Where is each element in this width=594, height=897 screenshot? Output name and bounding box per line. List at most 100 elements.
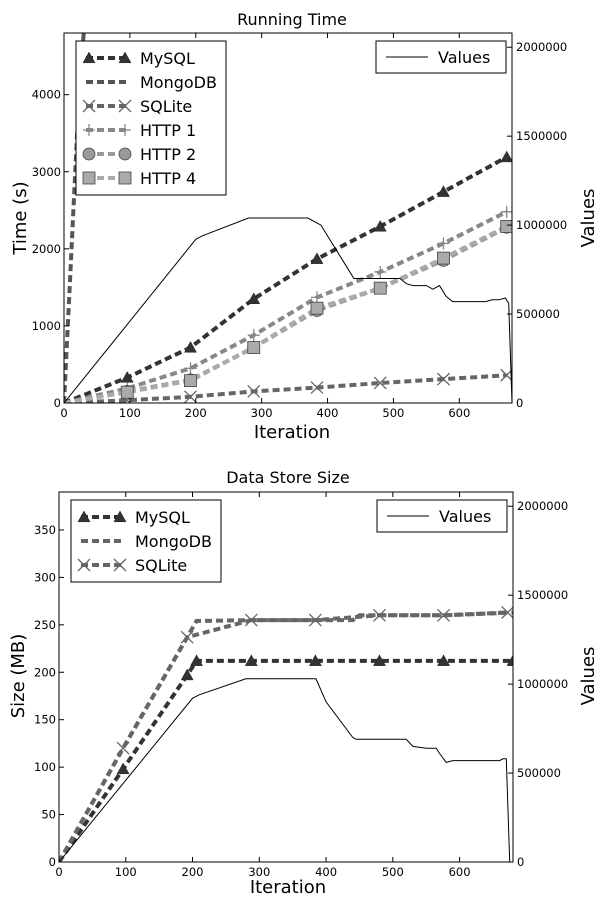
y-tick-label: 100 <box>34 760 56 774</box>
y-tick-label: 350 <box>34 523 56 537</box>
data-point-sqlite <box>184 390 197 403</box>
series-line-mysql <box>64 155 508 403</box>
legend-label-http-1: HTTP 1 <box>140 121 196 140</box>
legend-marker-sqlite <box>113 558 127 572</box>
data-point-http-4 <box>184 374 197 388</box>
chart-title: Running Time <box>237 10 347 29</box>
data-point-mysql <box>373 654 386 666</box>
y2-tick-label: 1000000 <box>517 677 568 691</box>
legend-label-mysql: MySQL <box>135 508 190 527</box>
legend-label-http-2: HTTP 2 <box>140 145 196 164</box>
data-point-http-1 <box>437 237 450 250</box>
plot-frame <box>63 32 513 404</box>
y2-tick-label: 500000 <box>517 766 561 780</box>
legend-box <box>75 40 227 196</box>
legend-marker-http-2 <box>118 147 132 161</box>
legend-marker-http-4 <box>118 171 132 185</box>
y2-axis-title: Values <box>578 647 594 706</box>
legend-marker-mysql <box>77 510 91 523</box>
legend-label-sqlite: SQLite <box>135 556 187 575</box>
data-point-mysql <box>437 654 450 666</box>
running-time-chart: Running Time 0 100 200 300 400 500 600 0 1000 200… <box>10 10 594 443</box>
x-tick-label: 300 <box>251 406 273 420</box>
y2-axis-title: Values <box>578 189 594 248</box>
data-point-sqlite <box>310 381 324 395</box>
y-axis-title: Size (MB) <box>8 634 29 719</box>
data-point-mysql <box>308 654 322 666</box>
x-tick-label: 0 <box>55 865 62 879</box>
series-line-http-1 <box>64 210 508 403</box>
y2-tick-label: 1000000 <box>516 218 567 232</box>
data-point-http-1 <box>374 265 387 278</box>
plot-frame <box>58 491 514 863</box>
x-tick-label: 500 <box>382 406 404 420</box>
data-point-mysql <box>437 185 450 197</box>
series-line-mongodb <box>59 610 513 862</box>
legend-marker-http-4 <box>82 171 96 185</box>
x-tick-label: 200 <box>182 865 204 879</box>
legend-marker-sqlite <box>118 99 132 113</box>
data-point-sqlite <box>180 630 194 644</box>
legend-marker-mysql <box>113 510 127 523</box>
y2-tick-label: 0 <box>517 855 524 869</box>
x-axis-title: Iteration <box>250 877 326 897</box>
data-point-sqlite <box>244 613 258 627</box>
x-tick-label: 100 <box>115 865 137 879</box>
legend-label-values: Values <box>438 48 490 67</box>
x-tick-label: 400 <box>317 406 339 420</box>
y2-tick-label: 1500000 <box>516 129 567 143</box>
data-point-http-4 <box>247 341 261 354</box>
y-tick-label: 50 <box>41 808 56 822</box>
y-tick-label: 3000 <box>32 165 61 179</box>
legend-marker-http-1 <box>119 124 131 136</box>
data-point-mysql <box>116 762 130 775</box>
y2-tick-label: 500000 <box>516 307 560 321</box>
data-point-http-1 <box>247 329 260 342</box>
series-line-http-4 <box>64 224 508 403</box>
data-point-http-4 <box>310 301 324 315</box>
data-point-mysql <box>190 654 203 666</box>
data-point-mysql <box>310 252 324 264</box>
legend-marker-http-2 <box>82 147 96 161</box>
x-tick-label: 400 <box>315 865 337 879</box>
data-point-http-4 <box>500 220 512 233</box>
legend-marker-mysql <box>82 51 96 64</box>
y2-tick-label: 2000000 <box>517 499 568 513</box>
x-tick-label: 600 <box>449 865 471 879</box>
y-tick-label: 0 <box>49 855 56 869</box>
x-tick-label: 500 <box>382 865 404 879</box>
data-point-http-4 <box>120 385 134 399</box>
data-point-mysql <box>244 654 258 666</box>
data-point-http-1 <box>310 291 323 304</box>
data-point-mysql <box>500 150 512 163</box>
legend-label-values: Values <box>439 507 491 526</box>
legend-marker-mysql <box>118 51 132 64</box>
legend-label-mongodb: MongoDB <box>135 532 212 551</box>
y-tick-label: 300 <box>34 570 56 584</box>
data-point-sqlite <box>373 376 387 390</box>
y2-tick-label: 1500000 <box>517 588 568 602</box>
data-store-size-chart: Data Store Size 0 100 200 300 400 500 600 0 50 10… <box>8 468 594 897</box>
data-point-sqlite <box>501 606 513 619</box>
data-point-sqlite <box>373 608 386 622</box>
x-tick-label: 100 <box>119 406 141 420</box>
y-tick-label: 200 <box>34 665 56 679</box>
legend-label-sqlite: SQLite <box>140 97 192 116</box>
y2-tick-label: 2000000 <box>516 40 567 54</box>
y-tick-label: 4000 <box>32 88 61 102</box>
y-tick-label: 150 <box>34 713 56 727</box>
x-tick-label: 200 <box>185 406 207 420</box>
legend-marker-sqlite <box>77 558 91 572</box>
y-tick-label: 1000 <box>32 319 61 333</box>
data-point-http-1 <box>500 205 512 218</box>
data-point-mysql <box>506 654 513 666</box>
series-line-sqlite <box>59 610 508 862</box>
data-point-sqlite <box>437 608 451 622</box>
x-tick-label: 600 <box>448 406 470 420</box>
chart-title: Data Store Size <box>226 468 350 487</box>
data-point-http-1 <box>184 362 197 375</box>
data-point-sqlite <box>116 741 130 755</box>
data-point-mysql <box>373 219 387 232</box>
series-line-values <box>59 678 511 862</box>
x-tick-label: 300 <box>248 865 270 879</box>
